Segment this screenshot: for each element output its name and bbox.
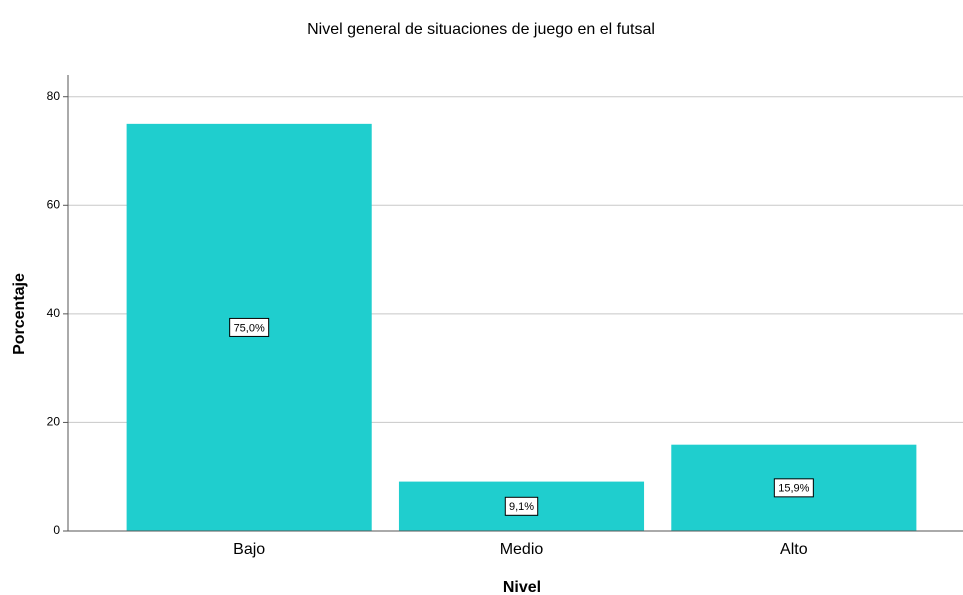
y-tick-label: 20 <box>47 415 61 429</box>
chart-title: Nivel general de situaciones de juego en… <box>307 21 655 38</box>
value-label: 9,1% <box>509 501 534 513</box>
value-label-box <box>504 496 539 516</box>
x-tick-label: Alto <box>780 541 808 558</box>
value-label: 15,9% <box>778 483 809 495</box>
y-tick-label: 40 <box>47 306 61 320</box>
y-tick-label: 0 <box>53 523 60 537</box>
x-tick-label: Bajo <box>233 541 265 558</box>
x-tick-label: Medio <box>500 541 544 558</box>
value-label: 75,0% <box>234 322 265 334</box>
y-tick-label: 80 <box>47 89 61 103</box>
y-axis-title: Porcentaje <box>11 273 28 355</box>
x-axis-title: Nivel <box>503 579 541 595</box>
y-tick-label: 60 <box>47 197 61 211</box>
value-label-box <box>773 478 814 498</box>
value-label-box <box>229 317 270 337</box>
